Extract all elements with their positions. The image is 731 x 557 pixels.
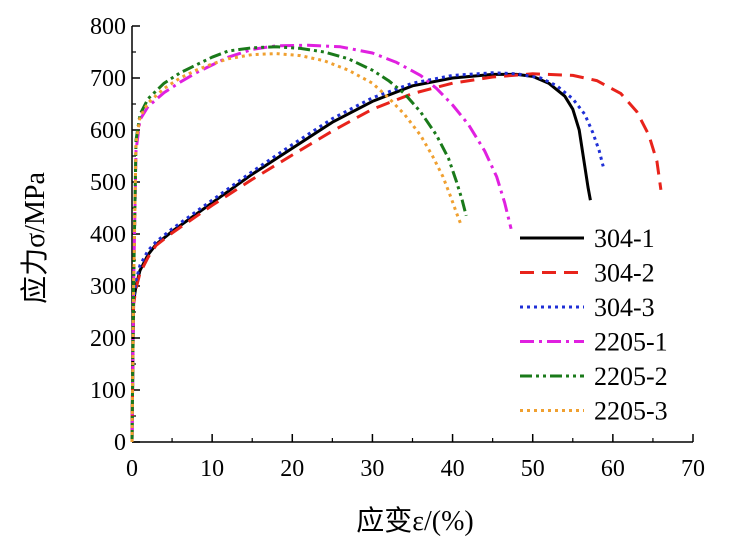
y-tick-label: 700 (90, 66, 126, 92)
legend-label: 304-2 (594, 259, 655, 288)
legend-label: 304-1 (594, 224, 655, 253)
y-tick-label: 200 (90, 326, 126, 352)
y-tick-label: 500 (90, 170, 126, 196)
series-line-2205-3 (130, 52, 463, 443)
series-layer (130, 43, 663, 443)
legend: 304-1 304-2 304-3 2205-1 2205-2 2205-3 (520, 224, 668, 426)
y-tick-label: 400 (90, 222, 126, 248)
series-line-304-3 (130, 71, 605, 443)
x-tick-label: 70 (681, 456, 705, 482)
y-tick-label: 300 (90, 274, 126, 300)
x-tick-label: 50 (521, 456, 545, 482)
y-axis-title: 应力σ/MPa (19, 172, 51, 304)
series-line-2205-1 (130, 43, 513, 443)
legend-label: 2205-1 (594, 328, 668, 357)
x-tick-label: 30 (360, 456, 384, 482)
x-tick-label: 60 (601, 456, 625, 482)
y-tick-label: 0 (114, 430, 126, 456)
series-line-2205-2 (130, 45, 468, 443)
y-tick-label: 100 (90, 378, 126, 404)
x-tick-label: 0 (126, 456, 138, 482)
legend-label: 2205-3 (594, 397, 668, 426)
x-tick-label: 20 (280, 456, 304, 482)
x-tick-label: 40 (441, 456, 465, 482)
y-tick-label: 600 (90, 118, 126, 144)
x-axis-title: 应变ε/(%) (356, 505, 474, 537)
series-line-304-2 (130, 72, 663, 443)
x-tick-label: 10 (200, 456, 224, 482)
y-tick-label: 800 (90, 14, 126, 40)
series-line-304-1 (130, 72, 592, 443)
legend-label: 304-3 (594, 293, 655, 322)
axis-titles: 应变ε/(%) 应力σ/MPa (19, 172, 474, 537)
legend-label: 2205-2 (594, 362, 668, 391)
